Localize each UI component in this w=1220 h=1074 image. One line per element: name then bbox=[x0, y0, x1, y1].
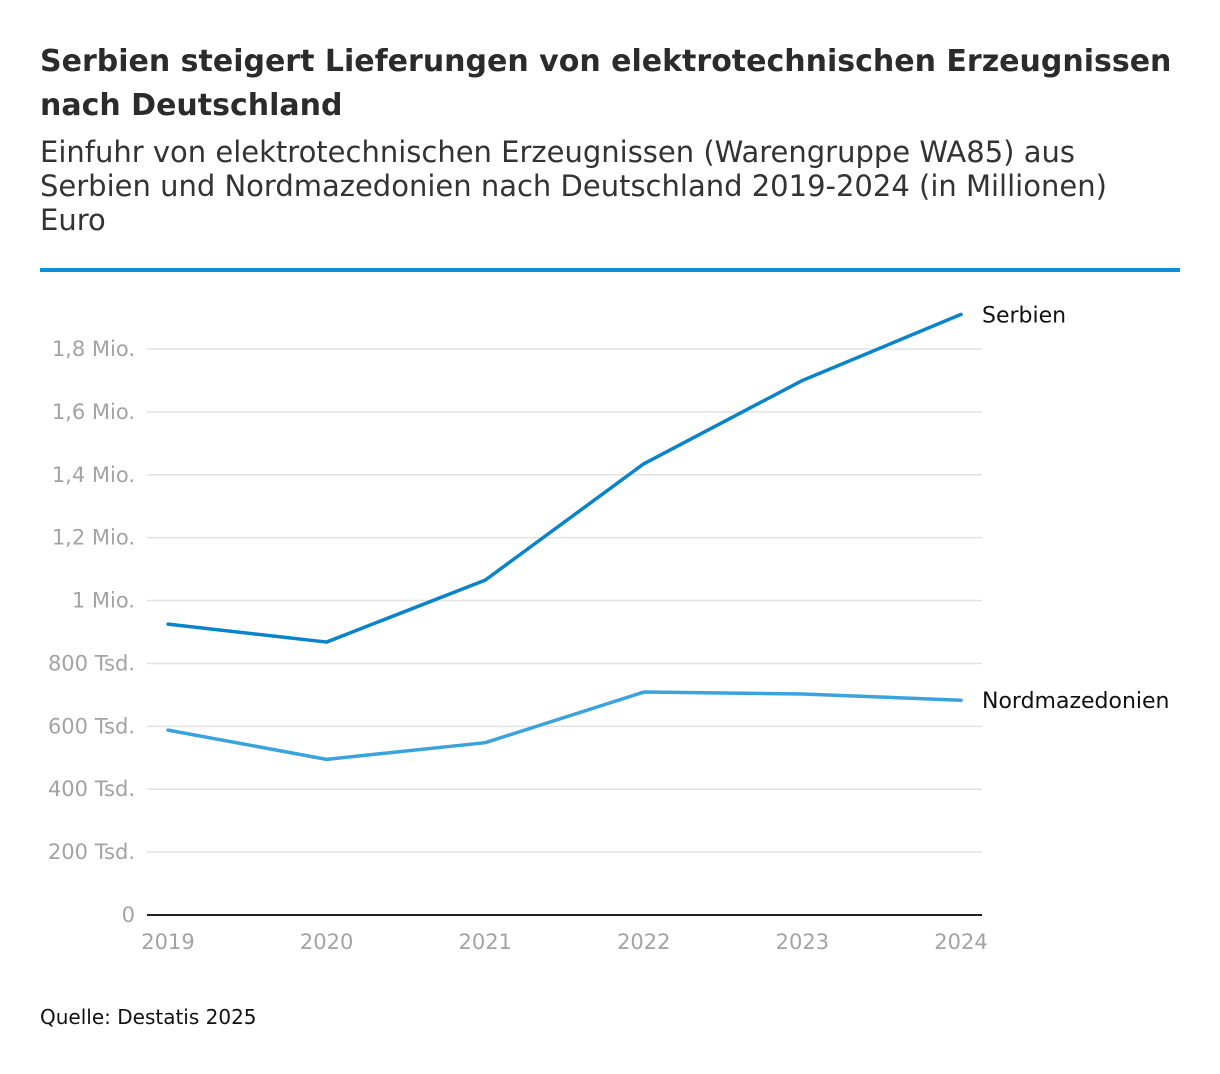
series-label-serbien: Serbien bbox=[982, 303, 1066, 328]
y-tick-label: 200 Tsd. bbox=[48, 840, 135, 864]
source-note: Quelle: Destatis 2025 bbox=[40, 1005, 257, 1029]
y-tick-label: 0 bbox=[122, 903, 135, 927]
y-tick-label: 1,8 Mio. bbox=[52, 337, 135, 361]
gridlines bbox=[147, 348, 982, 853]
x-tick-label: 2024 bbox=[934, 930, 987, 954]
y-tick-label: 600 Tsd. bbox=[48, 714, 135, 738]
line-chart: 0 200 Tsd. 400 Tsd. 600 Tsd. 800 Tsd. 1 Mio. 1… bbox=[48, 303, 1170, 954]
y-tick-label: 1,6 Mio. bbox=[52, 400, 135, 424]
series-line-nordmazedonien bbox=[166, 690, 963, 762]
series-lines bbox=[166, 312, 963, 762]
series-line-serbien bbox=[166, 312, 963, 644]
x-tick-label: 2020 bbox=[300, 930, 353, 954]
chart-subtitle: Einfuhr von elektrotechnischen Erzeugnis… bbox=[40, 135, 1107, 237]
y-tick-label: 400 Tsd. bbox=[48, 777, 135, 801]
x-tick-label: 2021 bbox=[458, 930, 511, 954]
y-tick-label: 1 Mio. bbox=[72, 589, 135, 613]
chart-title: Serbien steigert Lieferungen von elektro… bbox=[40, 44, 1172, 123]
x-tick-label: 2023 bbox=[776, 930, 829, 954]
series-labels: Serbien Nordmazedonien bbox=[982, 303, 1170, 714]
x-axis-ticks: 2019 2020 2021 2022 2023 2024 bbox=[141, 930, 987, 954]
y-tick-label: 1,4 Mio. bbox=[52, 463, 135, 487]
y-tick-label: 800 Tsd. bbox=[48, 651, 135, 675]
y-axis-ticks: 0 200 Tsd. 400 Tsd. 600 Tsd. 800 Tsd. 1 Mio. 1… bbox=[48, 337, 135, 927]
y-tick-label: 1,2 Mio. bbox=[52, 526, 135, 550]
header-divider bbox=[40, 268, 1180, 272]
x-tick-label: 2022 bbox=[617, 930, 670, 954]
series-label-nordmazedonien: Nordmazedonien bbox=[982, 689, 1170, 714]
x-tick-label: 2019 bbox=[141, 930, 194, 954]
